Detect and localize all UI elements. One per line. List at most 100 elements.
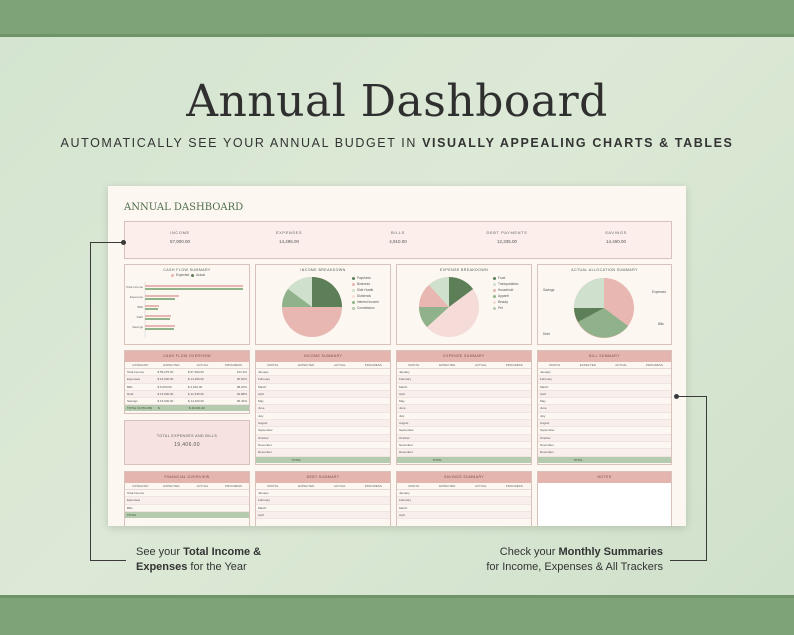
callout-line-right-bottom (670, 560, 707, 561)
table-row: August (397, 420, 531, 428)
table-row: January (397, 490, 531, 498)
table-row: February (397, 376, 531, 384)
table-row: March (256, 505, 390, 512)
top-banner (0, 0, 794, 37)
income-summary-header: MONTH EXPECTED ACTUAL PROGRESS (256, 362, 390, 369)
table-row: Total Income $ 56,975.00 $ 57,900.00 101.6% (125, 369, 249, 377)
table-row: September (538, 427, 671, 435)
callout-line-left-bottom (90, 560, 126, 561)
expense-breakdown-title: EXPENSE BREAKDOWN (439, 268, 489, 272)
table-row: May (256, 398, 390, 406)
debt-summary-title: DEBT SUMMARY (256, 472, 390, 483)
expense-pie (419, 277, 479, 337)
table-row: August (256, 420, 390, 428)
income-summary-total: TOTAL (256, 456, 390, 463)
table-row: March (397, 384, 531, 391)
callout-line-right-top (678, 396, 706, 397)
kpi-expenses: EXPENSES 14,496.00 (275, 230, 303, 244)
callout-right-text: Check your Monthly Summaries for Income,… (486, 546, 663, 573)
cashflow-overview-table: CASH FLOW OVERVIEW CATEGORY EXPECTED ACTUA… (124, 350, 250, 414)
table-row: October (538, 434, 671, 442)
table-row: March (256, 384, 390, 391)
bill-summary-header: MONTH EXPECTED ACTUAL PROGRESS (538, 362, 671, 369)
cashflow-overview-total: TOTAL OUTFLOW $ $ 46,201.00 (125, 405, 249, 412)
table-row: Expenses (125, 497, 249, 505)
table-row: Expenses $ 16,000.00 $ 14,496.00 90.60% (125, 376, 249, 384)
income-summary-table: INCOME SUMMARY MONTH EXPECTED ACTUAL PROGRE… (255, 350, 391, 465)
income-pie (282, 277, 342, 337)
table-row: July (397, 413, 531, 421)
table-row: January (538, 369, 671, 377)
cashflow-bars: Total Income Expenses Bills Debt Savings (126, 282, 243, 337)
alloc-label-bills: Bills (658, 322, 664, 326)
total-expenses-title: TOTAL EXPENSES AND BILLS (156, 434, 218, 438)
allocation-pie (574, 278, 634, 338)
table-row: Bills (125, 505, 249, 512)
callout-line-right (706, 396, 707, 560)
table-row: April (397, 511, 531, 520)
kpi-savings: SAVINGS 14,460.00 (605, 230, 627, 244)
table-row: April (256, 390, 390, 399)
table-row: June (538, 405, 671, 413)
cashflow-overview-title: CASH FLOW OVERVIEW (125, 351, 249, 362)
callout-dot-left (121, 240, 126, 245)
bottom-banner (0, 595, 794, 635)
expense-summary-header: MONTH EXPECTED ACTUAL PROGRESS (397, 362, 531, 369)
table-row: September (256, 427, 390, 435)
bill-summary-table: BILL SUMMARY MONTH EXPECTED ACTUAL PROGRESS… (537, 350, 672, 465)
svg-text:Savings: Savings (132, 325, 143, 329)
savings-summary-table: SAVINGS SUMMARY MONTH EXPECTED ACTUAL PROGR… (396, 471, 532, 526)
table-row: April (256, 511, 390, 520)
allocation-panel: ACTUAL ALLOCATION SUMMARY Savings Expens… (537, 264, 672, 345)
allocation-title: ACTUAL ALLOCATION SUMMARY (571, 268, 638, 272)
table-row: July (538, 413, 671, 421)
callout-line-left (90, 242, 91, 560)
savings-summary-title: SAVINGS SUMMARY (397, 472, 531, 483)
table-row: February (538, 376, 671, 384)
table-row: December (538, 449, 671, 457)
hero-subtitle: AUTOMATICALLY SEE YOUR ANNUAL BUDGET IN … (60, 136, 734, 150)
table-row: April (397, 390, 531, 399)
callout-dot-right (674, 394, 679, 399)
table-row: September (397, 427, 531, 435)
income-legend: Paycheck Business Side Hustle Dividends … (352, 275, 379, 311)
hero-title: Annual Dashboard (186, 76, 608, 127)
callout-left-text: See your Total Income & Expenses for the… (136, 546, 262, 573)
financial-overview-total: TOTAL (125, 511, 249, 518)
table-row: November (397, 442, 531, 450)
table-row: February (256, 497, 390, 505)
table-row: June (397, 405, 531, 413)
expense-summary-table: EXPENSE SUMMARY MONTH EXPECTED ACTUAL PROGR… (396, 350, 532, 465)
dashboard-card: ANNUAL DASHBOARD INCOME 57,900.00 EXPENSE… (108, 186, 686, 526)
kpi-debt: DEBT PAYMENTS 12,335.00 (486, 230, 528, 244)
table-row: May (397, 398, 531, 406)
table-row: Savings $ 15,000.00 $ 14,460.00 96.40% (125, 398, 249, 406)
cashflow-legend: Expected Actual (171, 272, 205, 278)
cashflow-overview-header: CATEGORY EXPECTED ACTUAL PROGRESS (125, 362, 249, 369)
table-row: May (538, 398, 671, 406)
kpi-income: INCOME 57,900.00 (169, 230, 191, 244)
bill-summary-title: BILL SUMMARY (538, 351, 671, 362)
table-row: Debt $ 13,000.00 $ 12,335.00 94.88% (125, 390, 249, 399)
financial-overview-table: FINANCIAL OVERVIEW CATEGORY EXPECTED ACTUA… (124, 471, 250, 526)
callout-line-left-top (90, 242, 122, 243)
svg-text:Total Income: Total Income (126, 285, 143, 289)
table-row: January (256, 369, 390, 377)
total-expenses-box: TOTAL EXPENSES AND BILLS 19,406.00 (124, 420, 250, 465)
table-row: November (538, 442, 671, 450)
table-row: October (256, 434, 390, 442)
alloc-label-debt: Debt (543, 332, 550, 336)
table-row: January (256, 490, 390, 498)
alloc-label-expenses: Expenses (652, 290, 666, 294)
table-row: August (538, 420, 671, 428)
kpi-strip: INCOME 57,900.00 EXPENSES 14,496.00 BILLS 4… (124, 221, 672, 259)
bill-summary-total: TOTAL (538, 456, 671, 463)
table-row: Total Income (125, 490, 249, 498)
income-breakdown-title: INCOME BREAKDOWN (300, 268, 346, 272)
expense-summary-total: TOTAL (397, 456, 531, 463)
table-row: July (256, 413, 390, 421)
svg-text:Expenses: Expenses (130, 295, 144, 299)
table-row: December (256, 449, 390, 457)
cashflow-chart-title: CASH FLOW SUMMARY (163, 268, 211, 272)
income-breakdown-panel: INCOME BREAKDOWN Paycheck Business Side … (255, 264, 391, 345)
